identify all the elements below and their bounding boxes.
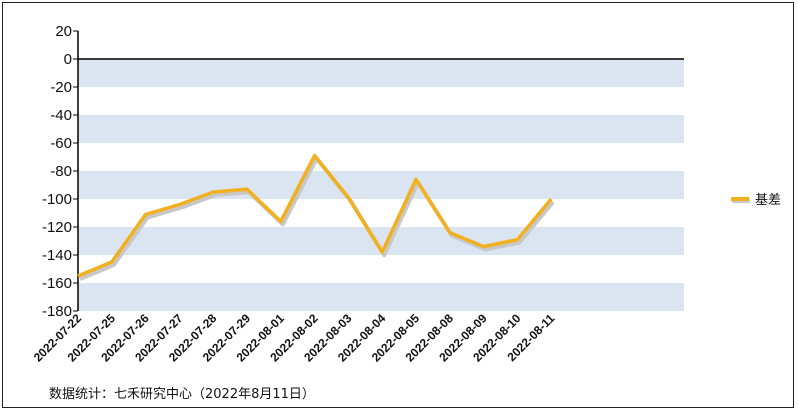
y-axis: 20 0 -20 -40 -60 -80 -100 -120 -140 -160 -180 [42, 23, 684, 320]
line-chart: 20 0 -20 -40 -60 -80 -100 -120 -140 -160 -180 2022… [31, 23, 684, 365]
legend-swatch [731, 196, 749, 201]
y-tick-label: -20 [50, 79, 72, 96]
series-group [77, 153, 555, 281]
y-tick-label: -80 [50, 163, 72, 180]
grid-band [78, 115, 684, 143]
y-tick-label: -180 [42, 303, 72, 320]
grid-band [78, 59, 684, 87]
source-note: 数据统计：七禾研究中心（2022年8月11日） [49, 387, 315, 402]
y-tick-label: -60 [50, 135, 72, 152]
y-tick-label: -120 [42, 219, 72, 236]
y-tick-label: -40 [50, 107, 72, 124]
y-tick-label: 0 [64, 51, 72, 68]
y-tick-label: -160 [42, 275, 72, 292]
chart-frame: 20 0 -20 -40 -60 -80 -100 -120 -140 -160 -180 2022… [2, 2, 794, 408]
legend-label: 基差 [755, 193, 782, 208]
x-axis: 2022-07-222022-07-252022-07-262022-07-27… [31, 311, 558, 365]
y-tick-label: -140 [42, 247, 72, 264]
grid-bands [78, 59, 684, 311]
grid-band [78, 283, 684, 311]
y-tick-label: -100 [42, 191, 72, 208]
legend: 基差 [731, 189, 781, 208]
grid-band [78, 171, 684, 199]
y-tick-label: 20 [55, 23, 72, 40]
